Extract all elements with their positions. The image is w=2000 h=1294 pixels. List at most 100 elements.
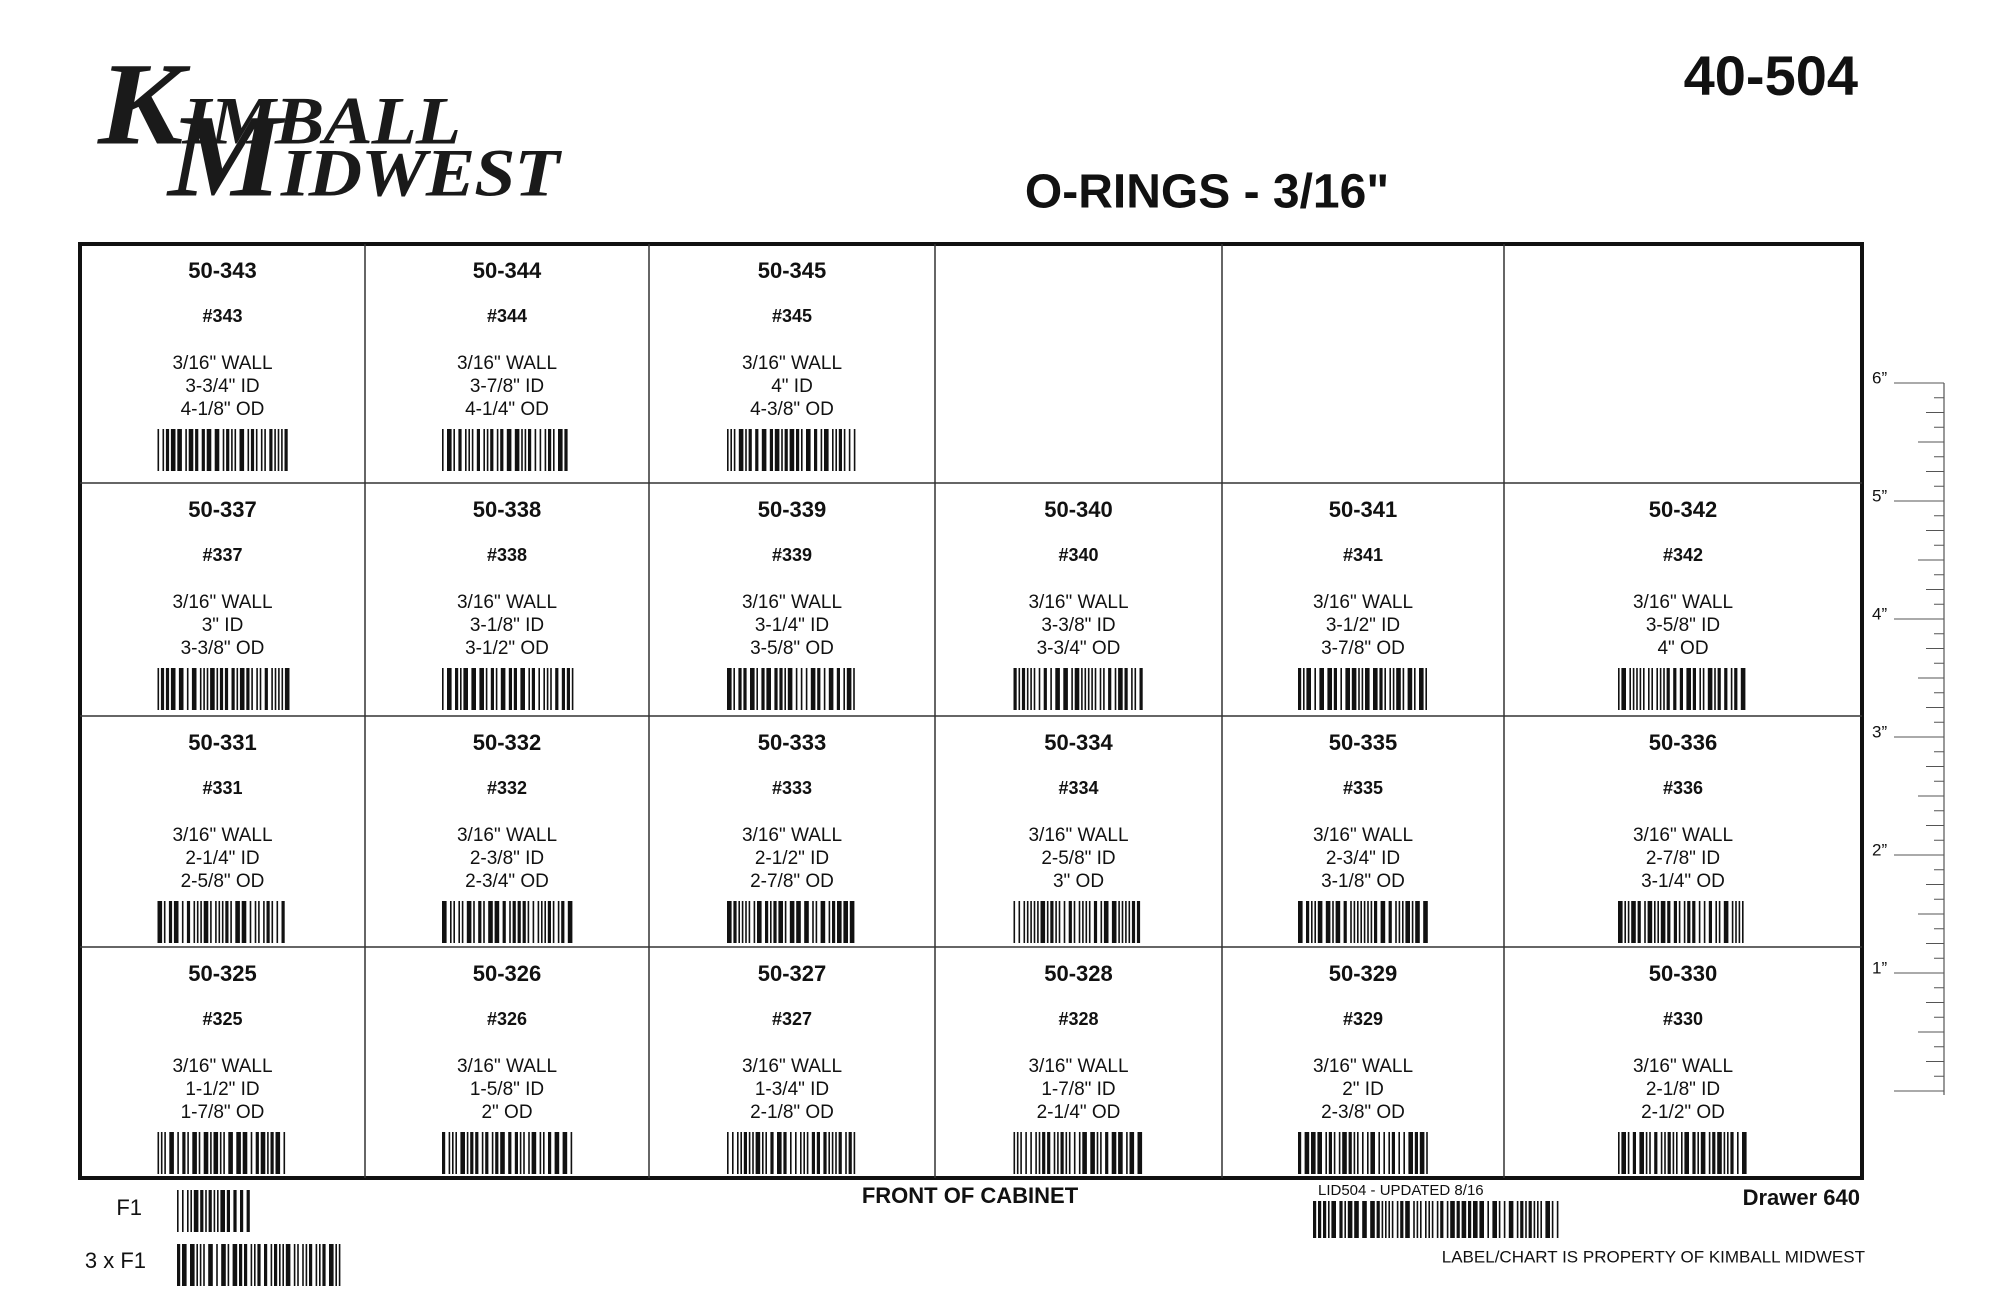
barcode-bar [738,668,742,710]
barcode-bar [524,429,527,471]
barcode-bar [836,668,840,710]
barcode-bar [199,1244,202,1286]
barcode-bar [522,901,526,943]
barcode-bar [570,1132,573,1174]
barcode-bar [1350,901,1352,943]
barcode-bar [1545,1201,1550,1238]
barcode-bar [1520,1201,1524,1238]
barcode-bar [1664,1132,1666,1174]
barcode-bar [1637,901,1641,943]
barcode-bar [479,668,484,710]
barcode-bar [810,668,816,710]
barcode-bar [215,901,217,943]
barcode-bar [169,1132,174,1174]
part-number: 50-333 [758,730,827,755]
barcode-bar [1042,1132,1046,1174]
barcode-bar [1715,901,1717,943]
barcode-bar [519,1132,522,1174]
barcode-bar [1037,901,1039,943]
barcode-bar [853,668,855,710]
barcode-bar [447,429,452,471]
barcode-bar [1094,668,1097,710]
barcode-bar [201,429,205,471]
part-number: 50-327 [758,961,827,986]
barcode-bar [1461,1201,1467,1238]
barcode-bar [160,1132,163,1174]
barcode-bar [491,1132,494,1174]
barcode-bar [832,429,834,471]
barcode-bar [1414,1132,1418,1174]
id-spec: 2-1/2" ID [755,848,829,869]
barcode-bar [835,429,837,471]
barcode-bar [1396,668,1401,710]
barcode-bar [539,1132,542,1174]
barcode-bar [1026,668,1029,710]
size-number: #334 [1058,778,1098,798]
barcode-bar [1379,668,1383,710]
barcode-bar [210,901,212,943]
barcode-bar [271,668,273,710]
barcode-bar [256,668,258,710]
barcode-bar [1627,1132,1630,1174]
barcode-bar [1639,668,1642,710]
barcode-bar [1516,1201,1519,1238]
barcode-bar [1362,1132,1364,1174]
barcode-bar [187,1132,189,1174]
barcode-bar [1100,901,1103,943]
barcode-bar [460,1132,465,1174]
id-spec: 1-3/4" ID [755,1079,829,1100]
barcode-bar [193,1190,199,1232]
barcode-bar [1660,1132,1663,1174]
wall-spec: 3/16" WALL [172,353,272,374]
barcode-bar [254,1244,256,1286]
barcode-bar [453,429,455,471]
barcode-bar [848,1132,852,1174]
barcode-bar [1436,1201,1439,1238]
barcode-bar [1431,1201,1434,1238]
barcode-bar [455,1132,457,1174]
part-number: 50-345 [758,258,827,283]
barcode-bar [226,429,230,471]
barcode-bar [168,901,173,943]
barcode-bar [471,429,474,471]
barcode-bar [1348,1132,1352,1174]
barcode-bar [1686,668,1691,710]
barcode-bar [784,901,787,943]
part-number: 50-339 [758,497,827,522]
barcode-bar [1528,1201,1532,1238]
barcode-bar [566,668,570,710]
barcode-bar [1740,668,1746,710]
barcode-bar [1727,1132,1729,1174]
od-spec: 4-3/8" OD [750,399,834,420]
barcode-bar [1414,668,1416,710]
barcode-bar [1298,901,1303,943]
wall-spec: 3/16" WALL [457,1056,557,1077]
id-spec: 1-7/8" ID [1041,1079,1115,1100]
barcode-bar [537,901,540,943]
barcode-bar [1667,901,1671,943]
barcode-bar [766,668,771,710]
od-spec: 3-3/8" OD [181,638,265,659]
barcode-bar [514,429,520,471]
barcode-bar [1392,668,1395,710]
barcode-bar [740,1132,742,1174]
barcode-bar [1136,901,1141,943]
barcode-bar [1087,668,1090,710]
barcode-bar [1303,668,1305,710]
size-number: #341 [1343,545,1383,565]
barcode-bar [1389,668,1391,710]
barcode-bar [442,668,444,710]
barcode-bar [231,668,235,710]
id-spec: 2-1/8" ID [1646,1079,1720,1100]
barcode-bar [1358,668,1360,710]
barcode-bar [335,1244,337,1286]
barcode-bar [1672,1132,1675,1174]
wall-spec: 3/16" WALL [742,825,842,846]
barcode-bar [223,1132,225,1174]
barcode-bar [1425,1201,1427,1238]
barcode-bar [546,668,549,710]
size-number: #329 [1343,1009,1383,1029]
barcode-bar [1388,901,1392,943]
barcode-bar [173,901,179,943]
barcode-bar [1388,1201,1390,1238]
